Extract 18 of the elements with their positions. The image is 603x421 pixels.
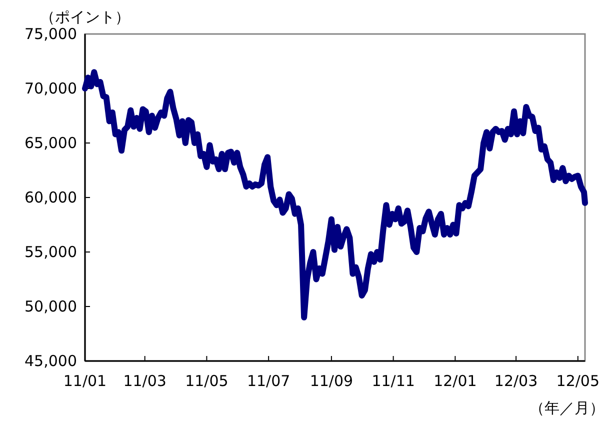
y-axis-title: （ポイント） [40,8,130,26]
x-tick-label: 11/03 [123,372,166,390]
y-tick-label: 70,000 [24,80,77,98]
y-tick-label: 50,000 [24,298,77,316]
y-tick-label: 60,000 [24,188,77,206]
y-tick-label: 55,000 [24,243,77,261]
x-tick-label: 12/03 [494,372,538,390]
x-tick-label: 11/01 [63,372,107,390]
x-tick-label: 11/11 [372,372,415,390]
x-tick-label: 12/01 [434,372,477,390]
y-tick-label: 45,000 [24,352,77,370]
x-tick-label: 11/09 [310,372,354,390]
y-tick-label: 65,000 [24,134,77,152]
y-tick-label: 75,000 [24,25,77,43]
x-tick-label: 11/07 [246,372,290,390]
x-tick-label: 11/05 [185,372,228,390]
x-tick-label: 12/05 [556,372,600,390]
x-axis-title: （年／月） [530,399,603,417]
